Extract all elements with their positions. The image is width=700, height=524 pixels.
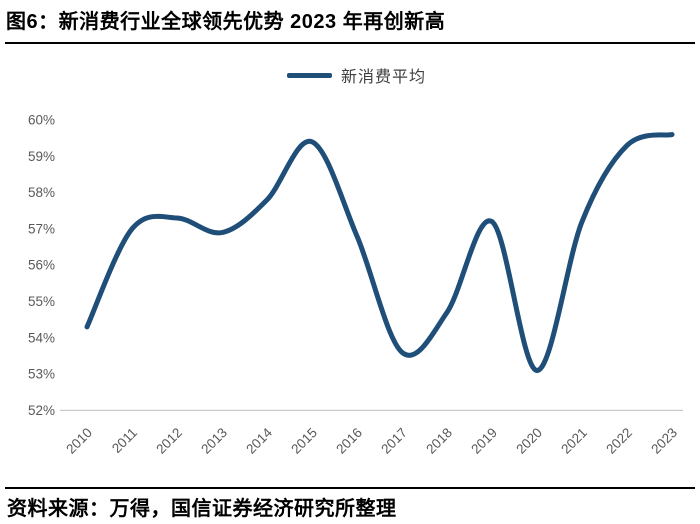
x-axis-tick-label: 2013 — [198, 425, 230, 457]
footer-divider — [5, 487, 695, 489]
y-axis-tick-label: 52% — [28, 403, 55, 418]
x-axis-tick-label: 2022 — [603, 425, 635, 457]
x-axis-tick-label: 2016 — [333, 425, 365, 457]
source-note: 资料来源：万得，国信证券经济研究所整理 — [7, 498, 397, 520]
title-divider — [5, 42, 695, 44]
x-axis-tick-label: 2021 — [558, 425, 590, 457]
x-axis-tick-label: 2020 — [513, 425, 545, 457]
series-line — [84, 132, 675, 373]
legend-line-swatch — [287, 72, 332, 78]
y-axis-tick-label: 56% — [28, 258, 55, 273]
y-axis-tick-label: 59% — [28, 149, 55, 164]
y-axis-tick-label: 54% — [28, 330, 55, 345]
chart-legend: 新消费平均 — [287, 64, 426, 86]
y-axis-tick-label: 58% — [28, 185, 55, 200]
x-axis-tick-label: 2023 — [648, 425, 680, 457]
figure-title: 图6：新消费行业全球领先优势 2023 年再创新高 — [6, 11, 446, 33]
x-axis-tick-label: 2017 — [378, 425, 410, 457]
x-axis-tick-label: 2012 — [153, 425, 185, 457]
x-axis-tick-label: 2019 — [468, 425, 500, 457]
x-axis-tick-label: 2015 — [288, 425, 320, 457]
line-chart: 52% 53% 54% 55% 56% 57% 58% 59% 60% 2010 2011 2012 2… — [28, 113, 683, 457]
y-axis-tick-label: 60% — [28, 113, 55, 128]
y-axis-tick-label: 55% — [28, 294, 55, 309]
x-axis-tick-label: 2014 — [243, 425, 275, 457]
y-axis-tick-label: 57% — [28, 221, 55, 236]
x-axis-tick-label: 2011 — [109, 425, 140, 456]
x-axis-tick-label: 2010 — [63, 425, 95, 457]
y-axis-tick-label: 53% — [28, 367, 55, 382]
x-axis-tick-label: 2018 — [423, 425, 455, 457]
legend-label: 新消费平均 — [341, 69, 427, 86]
